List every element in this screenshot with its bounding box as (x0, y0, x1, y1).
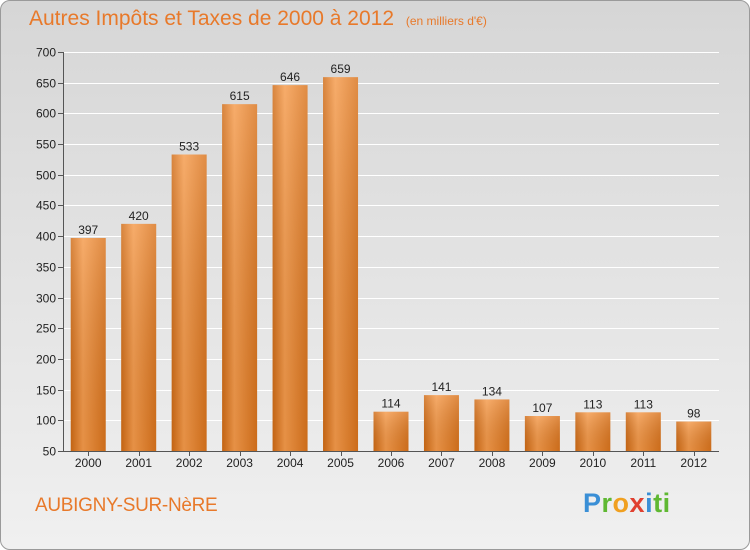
y-tick-label: 200 (36, 353, 56, 367)
logo-letter: r (601, 488, 613, 518)
y-tick-label: 400 (36, 230, 56, 244)
chart-title-block: Autres Impôts et Taxes de 2000 à 2012 (e… (29, 7, 487, 31)
y-tick-label: 100 (36, 414, 56, 428)
x-tick-label: 2010 (579, 456, 606, 470)
bar-shade (171, 154, 207, 451)
y-tick-label: 600 (36, 107, 56, 121)
y-tick-label: 50 (43, 445, 57, 459)
y-tick-label: 250 (36, 322, 56, 336)
logo-letter: x (629, 488, 646, 518)
bar-shade (575, 412, 611, 451)
bar-value-label: 533 (179, 140, 199, 154)
bar-value-label: 141 (431, 380, 451, 394)
y-tick-label: 150 (36, 384, 56, 398)
bar-value-label: 397 (78, 223, 98, 237)
bar-shade (272, 85, 308, 451)
proxiti-logo: Proxiti (583, 488, 671, 519)
grid-lines (63, 52, 719, 452)
x-tick-label: 2008 (479, 456, 506, 470)
bar-value-label: 114 (381, 397, 400, 411)
x-tick-label: 2011 (630, 456, 656, 470)
x-tick-label: 2004 (277, 456, 304, 470)
bar-value-label: 659 (331, 62, 351, 76)
bar-value-label: 646 (280, 70, 300, 84)
y-tick-label: 550 (36, 138, 56, 152)
x-tick-label: 2007 (428, 456, 455, 470)
logo-letter: ti (653, 488, 671, 518)
bar-shade (676, 421, 712, 451)
y-axis: 50 100 150 200 250 300 350 400 450 500 550 600 650 70… (36, 46, 64, 459)
x-tick-label: 2003 (226, 456, 253, 470)
x-tick-label: 2002 (176, 456, 203, 470)
x-tick-label: 2001 (125, 456, 152, 470)
y-tick-label: 650 (36, 77, 56, 91)
y-tick-label: 450 (36, 199, 56, 213)
y-tick-label: 500 (36, 169, 56, 183)
bar-value-label: 134 (482, 384, 502, 398)
logo-letter: P (583, 488, 602, 518)
logo-letter: i (645, 488, 654, 518)
bar-shade (423, 395, 459, 451)
bar-shade (222, 104, 258, 451)
y-tick-label: 350 (36, 261, 56, 275)
bar-value-label: 113 (634, 397, 653, 411)
bars: 397 420 533 615 646 659 114 141 134 107 113 113 98 (70, 62, 712, 451)
bar-value-label: 98 (687, 407, 701, 421)
bar-shade (323, 77, 359, 451)
chart-subtitle: (en milliers d'€) (405, 14, 487, 28)
bar-value-label: 113 (583, 397, 602, 411)
location-label: AUBIGNY-SUR-NèRE (35, 495, 218, 516)
x-tick-label: 2006 (378, 456, 405, 470)
logo-letter: o (612, 488, 630, 518)
bar-shade (474, 399, 510, 451)
x-tick-label: 2009 (529, 456, 556, 470)
y-tick-label: 300 (36, 292, 56, 306)
bar-shade (524, 416, 560, 451)
y-tick-label: 700 (36, 46, 56, 60)
bar-shade (373, 411, 409, 451)
x-tick-label: 2000 (75, 456, 102, 470)
chart-title: Autres Impôts et Taxes de 2000 à 2012 (29, 7, 395, 30)
bar-value-label: 420 (129, 209, 149, 223)
bar-shade (70, 237, 106, 451)
bar-shade (121, 223, 157, 451)
x-tick-label: 2005 (327, 456, 354, 470)
bar-value-label: 107 (532, 401, 552, 415)
bar-value-label: 615 (230, 89, 250, 103)
x-tick-label: 2012 (680, 456, 707, 470)
bar-shade (625, 412, 661, 451)
x-axis: 2000 2001 2002 2003 2004 2005 2006 2007 2008 2009… (63, 451, 719, 470)
